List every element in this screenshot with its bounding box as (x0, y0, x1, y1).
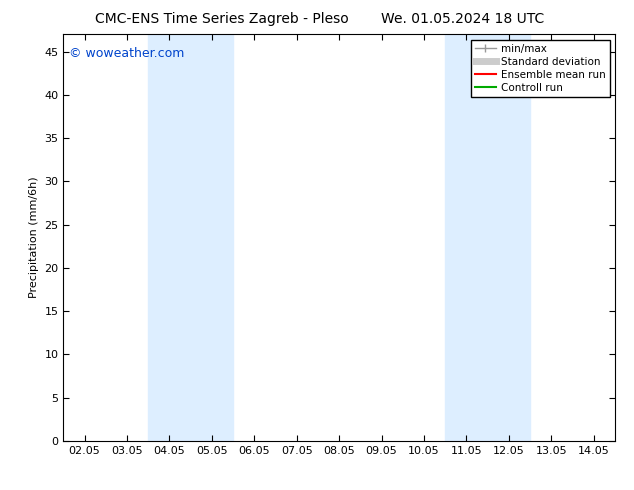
Bar (148, 34, 233, 441)
Text: CMC-ENS Time Series Zagreb - Pleso: CMC-ENS Time Series Zagreb - Pleso (95, 12, 349, 26)
Y-axis label: Precipitation (mm/6h): Precipitation (mm/6h) (29, 177, 39, 298)
Text: © woweather.com: © woweather.com (69, 47, 184, 59)
Text: We. 01.05.2024 18 UTC: We. 01.05.2024 18 UTC (381, 12, 545, 26)
Legend: min/max, Standard deviation, Ensemble mean run, Controll run: min/max, Standard deviation, Ensemble me… (470, 40, 610, 97)
Bar (445, 34, 530, 441)
